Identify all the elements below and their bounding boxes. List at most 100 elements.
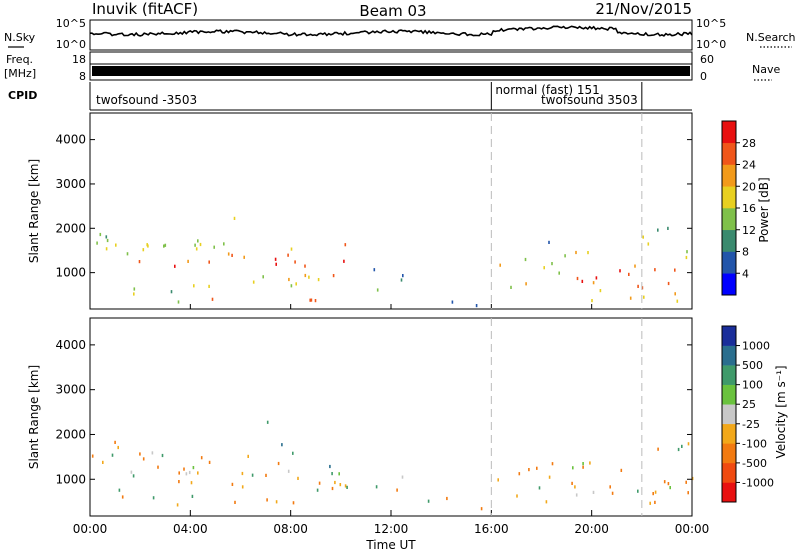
- power-cell: [115, 243, 117, 247]
- velocity-cell: [652, 492, 654, 496]
- power-colorbar-tick-label: 16: [742, 202, 756, 215]
- power-cell: [275, 262, 277, 266]
- power-cell: [343, 259, 345, 263]
- power-cell: [290, 284, 293, 288]
- velocity-cell: [401, 475, 404, 479]
- power-cell: [211, 297, 214, 301]
- velocity-cell: [516, 494, 518, 498]
- power-cell: [193, 284, 195, 288]
- power-cell: [575, 250, 577, 255]
- power-cell: [310, 298, 313, 302]
- velocity-cell: [677, 447, 680, 452]
- velocity-colorbar-label: Velocity [m s⁻¹]: [774, 365, 788, 458]
- velocity-cell: [649, 501, 651, 505]
- power-cell: [177, 300, 180, 304]
- velocity-colorbar-swatch: [722, 443, 736, 464]
- power-cell: [686, 250, 688, 254]
- nsky-label: N.Sky: [4, 31, 36, 44]
- power-cell: [288, 277, 290, 282]
- velocity-cell: [265, 473, 267, 477]
- x-tick-label: 12:00: [374, 522, 409, 536]
- power-cell: [233, 216, 236, 220]
- velocity-cell: [191, 494, 194, 498]
- velocity-cell: [118, 488, 121, 492]
- velocity-cell: [176, 503, 179, 507]
- velocity-y-axis: 1000 2000 3000 4000: [55, 338, 692, 486]
- velocity-cell: [582, 465, 584, 469]
- velocity-cell: [685, 480, 687, 484]
- velocity-cell: [536, 466, 538, 470]
- velocity-cell: [231, 482, 234, 486]
- power-cell: [685, 255, 688, 260]
- power-cell: [195, 247, 198, 251]
- power-cell: [674, 292, 676, 296]
- velocity-cell: [611, 491, 614, 495]
- cpid-segments: twofsound -3503 normal (fast) 151twofsoun…: [96, 82, 643, 110]
- velocity-colorbar-tick-label: -100: [742, 437, 767, 450]
- velocity-cell: [185, 472, 188, 476]
- power-heatmap: [96, 216, 688, 308]
- nave-tick-bottom: 0: [700, 70, 707, 83]
- velocity-cell: [111, 453, 114, 457]
- power-cell: [619, 269, 621, 273]
- velocity-colorbar-swatch: [722, 326, 736, 346]
- power-cell: [126, 252, 129, 256]
- power-cell: [187, 259, 189, 263]
- power-cell: [163, 244, 165, 248]
- power-cell: [591, 299, 593, 303]
- power-colorbar-tick-label: 20: [742, 180, 756, 193]
- power-cell: [290, 247, 293, 251]
- freq-tick-bottom: 8: [79, 70, 86, 83]
- cpid-segment-label: normal (fast) 151: [495, 83, 599, 97]
- nave-label: Nave: [752, 63, 780, 76]
- freq-unit: [MHz]: [4, 67, 36, 80]
- velocity-cell: [663, 480, 666, 484]
- velocity-cell: [528, 468, 530, 472]
- velocity-cell: [574, 485, 576, 489]
- power-cell: [332, 274, 335, 278]
- velocity-colorbar-swatch: [722, 404, 736, 425]
- power-cell: [629, 296, 632, 300]
- power-cell: [654, 268, 656, 272]
- velocity-y-tick-label: 2000: [55, 427, 86, 441]
- power-cell: [133, 292, 135, 296]
- velocity-cell: [637, 489, 639, 493]
- power-cell: [634, 264, 636, 268]
- velocity-cell: [572, 466, 574, 470]
- velocity-cell: [318, 481, 321, 485]
- velocity-cell: [247, 454, 249, 458]
- power-colorbar-tick-label: 4: [742, 267, 749, 280]
- power-cell: [344, 243, 347, 247]
- power-cell: [105, 235, 108, 239]
- velocity-cell: [396, 488, 398, 492]
- power-cell: [510, 285, 512, 289]
- velocity-cell: [287, 469, 290, 473]
- velocity-cell: [497, 478, 499, 482]
- velocity-cell: [446, 496, 448, 501]
- velocity-cell: [130, 470, 133, 474]
- velocity-cell: [331, 486, 334, 491]
- velocity-cell: [292, 501, 295, 505]
- power-colorbar-swatch: [722, 164, 736, 187]
- velocity-colorbar: 1000 500 100 25 -25 -100 -500 -1000: [721, 325, 774, 503]
- station-title: Inuvik (fitACF): [92, 0, 198, 18]
- date-title: 21/Nov/2015: [595, 0, 692, 18]
- velocity-cell: [178, 480, 180, 484]
- power-cell: [402, 274, 404, 278]
- power-cell: [105, 247, 108, 251]
- velocity-y-tick-label: 1000: [55, 472, 86, 486]
- power-cell: [252, 280, 255, 284]
- freq-label: Freq.: [6, 53, 33, 66]
- power-cell: [642, 235, 644, 239]
- power-cell: [170, 290, 173, 294]
- velocity-cell: [589, 461, 591, 465]
- x-axis-label: Time UT: [365, 538, 416, 552]
- velocity-colorbar-swatch: [722, 423, 736, 444]
- x-tick-label: 20:00: [574, 522, 609, 536]
- power-colorbar-swatch: [722, 142, 736, 165]
- velocity-colorbar-tick-label: -500: [742, 457, 767, 470]
- velocity-cell: [251, 473, 254, 477]
- power-cell: [231, 253, 233, 257]
- power-cell: [174, 264, 176, 268]
- velocity-colorbar-swatch: [722, 482, 736, 503]
